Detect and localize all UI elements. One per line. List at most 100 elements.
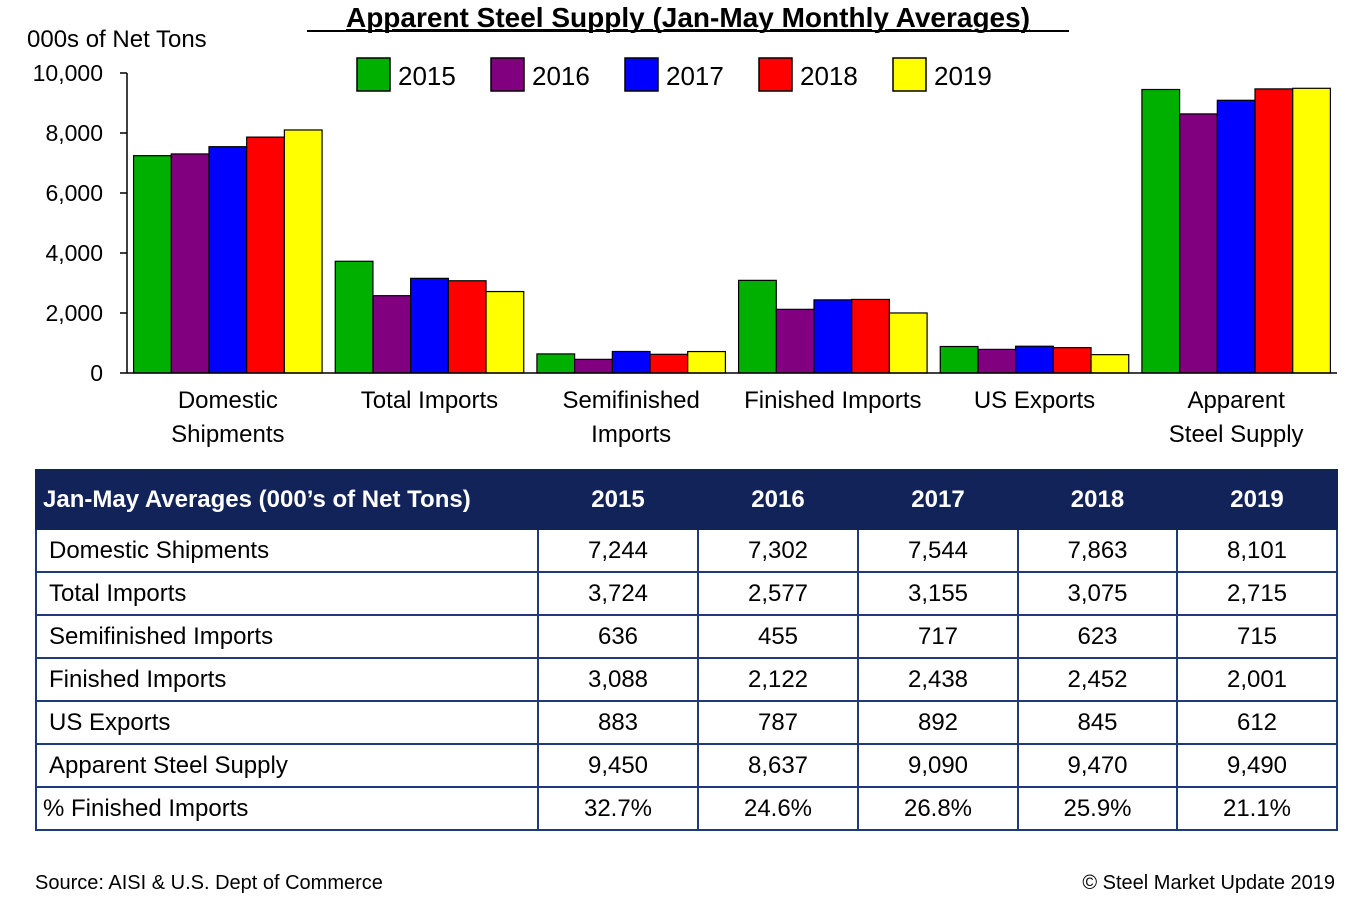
y-tick-label: 10,000 <box>33 60 103 86</box>
bar-2019-4 <box>1090 354 1130 374</box>
bar-2016-4 <box>977 348 1017 374</box>
legend-label-2017: 2017 <box>666 61 724 91</box>
table-cell: 845 <box>1017 700 1178 745</box>
x-category-label-line: Domestic <box>178 387 278 414</box>
table-cell: 7,244 <box>537 528 699 573</box>
legend-swatch-2017 <box>624 57 659 92</box>
table-row: Apparent Steel Supply 9,450 8,637 9,090 … <box>35 743 1338 788</box>
bar-2019-1 <box>485 290 525 374</box>
row-label: Finished Imports <box>35 657 539 702</box>
x-category-label: Total Imports <box>361 387 498 414</box>
bar-2018-0 <box>246 136 285 374</box>
table-cell: 9,090 <box>857 743 1019 788</box>
table-cell: 2,715 <box>1176 571 1338 616</box>
table-header-2019: 2019 <box>1176 469 1338 530</box>
table-cell: 9,490 <box>1176 743 1338 788</box>
bar-2015-3 <box>737 279 777 374</box>
copyright-note: © Steel Market Update 2019 <box>1082 872 1335 894</box>
table-cell: 2,122 <box>697 657 859 702</box>
bar-2017-4 <box>1015 345 1054 374</box>
bar-chart: Apparent Steel Supply (Jan-May Monthly A… <box>27 2 1337 448</box>
table-row: % Finished Imports 32.7% 24.6% 26.8% 25.… <box>35 786 1338 831</box>
table-cell: 26.8% <box>857 786 1019 831</box>
table-header-2017: 2017 <box>857 469 1019 530</box>
table-row: US Exports 883 787 892 845 612 <box>35 700 1338 745</box>
legend-swatch-2019 <box>892 57 927 92</box>
table-cell: 25.9% <box>1017 786 1178 831</box>
x-category-label: US Exports <box>974 387 1095 414</box>
table-cell: 3,155 <box>857 571 1019 616</box>
y-tick-label: 6,000 <box>45 180 103 206</box>
bar-2017-5 <box>1216 99 1256 374</box>
x-category-label-line: Apparent <box>1187 387 1285 414</box>
x-category-label: Finished Imports <box>744 387 921 414</box>
bar-2015-1 <box>334 260 374 374</box>
table-header-label: Jan-May Averages (000’s of Net Tons) <box>35 469 539 530</box>
bar-2016-1 <box>372 295 412 374</box>
table-cell: 2,452 <box>1017 657 1178 702</box>
x-category-label-line: Steel Supply <box>1169 421 1304 448</box>
row-label: Domestic Shipments <box>35 528 539 573</box>
y-tick-label: 0 <box>90 360 103 386</box>
x-axis-labels: Domestic Shipments Total Imports Semifinish… <box>171 387 1303 448</box>
table-cell: 787 <box>697 700 859 745</box>
table-cell: 7,863 <box>1017 528 1178 573</box>
bar-2017-1 <box>410 277 449 374</box>
table-cell: 21.1% <box>1176 786 1338 831</box>
legend-label-2019: 2019 <box>934 61 992 91</box>
bar-2018-2 <box>649 353 689 374</box>
bar-2019-5 <box>1292 87 1332 374</box>
row-label: US Exports <box>35 700 539 745</box>
table-cell: 2,577 <box>697 571 859 616</box>
table-cell: 3,724 <box>537 571 699 616</box>
legend-swatch-2018 <box>758 57 793 92</box>
bar-2015-5 <box>1141 88 1181 374</box>
bar-2015-2 <box>536 353 576 374</box>
x-category-label-line: Finished Imports <box>744 387 921 414</box>
chart-title: Apparent Steel Supply (Jan-May Monthly A… <box>346 2 1030 33</box>
bar-2017-2 <box>611 350 651 374</box>
bar-2018-3 <box>851 298 890 374</box>
x-category-label: Apparent Steel Supply <box>1169 387 1304 448</box>
bar-2016-3 <box>775 308 815 374</box>
table-cell: 715 <box>1176 614 1338 659</box>
data-table: Jan-May Averages (000’s of Net Tons) 201… <box>35 469 1338 831</box>
y-tick-label: 8,000 <box>45 120 103 146</box>
table-row: Total Imports 3,724 2,577 3,155 3,075 2,… <box>35 571 1338 616</box>
bar-2016-2 <box>574 358 613 374</box>
bar-2017-0 <box>208 146 248 374</box>
table-cell: 883 <box>537 700 699 745</box>
table-cell: 717 <box>857 614 1019 659</box>
bar-2019-0 <box>283 129 323 374</box>
table-cell: 32.7% <box>537 786 699 831</box>
y-tick-label: 4,000 <box>45 240 103 266</box>
bar-2018-1 <box>447 280 487 374</box>
table-header-2018: 2018 <box>1017 469 1178 530</box>
table-cell: 623 <box>1017 614 1178 659</box>
x-category-label: Semifinished Imports <box>562 387 699 448</box>
table-header-row: Jan-May Averages (000’s of Net Tons) 201… <box>35 469 1338 530</box>
legend-label-2015: 2015 <box>398 61 456 91</box>
table-cell: 3,075 <box>1017 571 1178 616</box>
table-cell: 24.6% <box>697 786 859 831</box>
legend: 2015 2016 2017 2018 2019 <box>356 57 992 92</box>
row-label: Total Imports <box>35 571 539 616</box>
bar-2019-3 <box>888 312 928 374</box>
row-label: Semifinished Imports <box>35 614 539 659</box>
table-cell: 612 <box>1176 700 1338 745</box>
table-row: Finished Imports 3,088 2,122 2,438 2,452… <box>35 657 1338 702</box>
table-cell: 2,001 <box>1176 657 1338 702</box>
table-cell: 7,544 <box>857 528 1019 573</box>
table-cell: 2,438 <box>857 657 1019 702</box>
bar-2015-4 <box>939 345 979 374</box>
x-category-label-line: Total Imports <box>361 387 498 414</box>
table-cell: 7,302 <box>697 528 859 573</box>
table-header-2015: 2015 <box>537 469 699 530</box>
table-row: Domestic Shipments 7,244 7,302 7,544 7,8… <box>35 528 1338 573</box>
bar-2019-2 <box>687 350 727 374</box>
table-cell: 636 <box>537 614 699 659</box>
row-label: % Finished Imports <box>35 786 539 831</box>
bar-2017-3 <box>813 299 853 374</box>
y-axis-label: 000s of Net Tons <box>27 26 207 53</box>
legend-swatch-2015 <box>356 57 391 92</box>
